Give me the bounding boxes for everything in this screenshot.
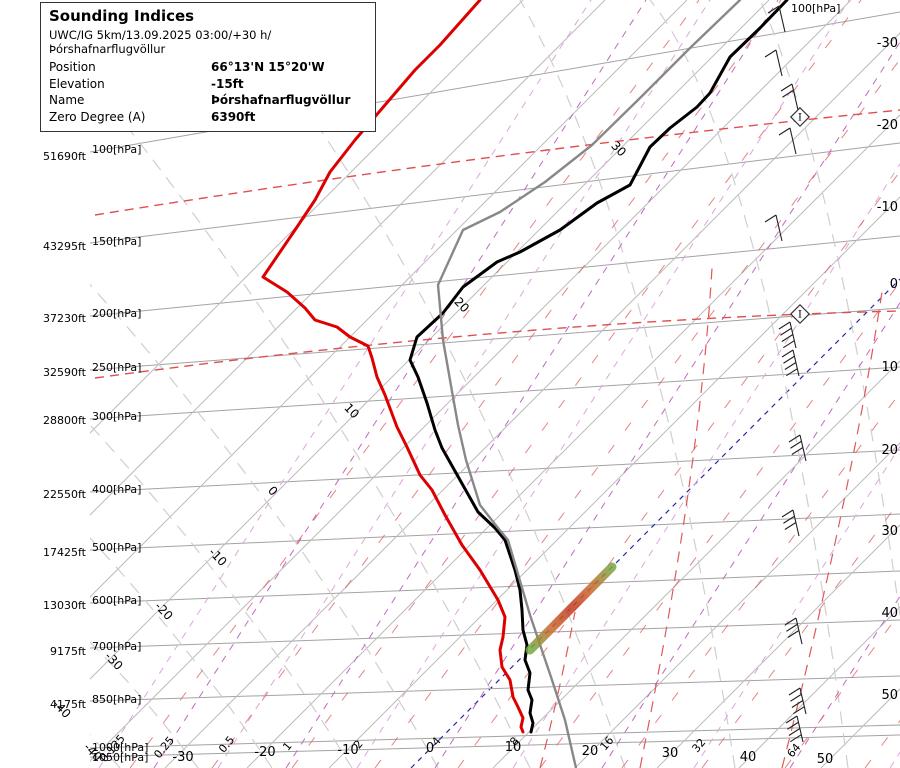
temperature-tick-label-bottom: -10 xyxy=(337,743,359,758)
level-marker-icon xyxy=(789,106,811,128)
temperature-tick-label-right: 30 xyxy=(881,524,898,539)
temperature-tick-label-right: 10 xyxy=(881,360,898,375)
temperature-tick-label-bottom: 50 xyxy=(816,752,834,767)
temperature-tick-label-bottom: -20 xyxy=(254,745,276,760)
wind-barb-icon xyxy=(781,509,800,537)
pressure-tick-label: 850[hPa] xyxy=(92,693,142,706)
wind-barb-icon xyxy=(778,127,797,155)
temperature-tick-label-right: 0 xyxy=(889,277,898,292)
pressure-tick-label: 1050[hPa] xyxy=(92,751,149,764)
info-value: -15ft xyxy=(211,76,244,91)
altitude-tick-label: 32590ft xyxy=(43,366,86,379)
highlight-layer-segment xyxy=(525,562,617,655)
wind-barb-icon xyxy=(764,214,783,242)
altitude-tick-label: 43295ft xyxy=(43,240,86,253)
altitude-tick-label: 4175ft xyxy=(50,698,86,711)
sounding-indices-panel: Sounding Indices UWC/IG 5km/13.09.2025 0… xyxy=(40,2,376,132)
info-row-zero-degree: Zero Degree (A) 6390ft xyxy=(49,109,367,126)
temperature-tick-label-right: 40 xyxy=(881,606,898,621)
altitude-tick-label: 28800ft xyxy=(43,414,86,427)
temperature-tick-label-right: 20 xyxy=(881,443,898,458)
sounding-curves xyxy=(261,0,789,768)
wind-barb-icon xyxy=(785,715,804,743)
temperature-tick-label-bottom: 40 xyxy=(739,750,757,765)
temperature-tick-label-right: -20 xyxy=(876,118,898,133)
panel-subtitle: UWC/IG 5km/13.09.2025 03:00/+30 h/Þórsha… xyxy=(49,28,272,56)
level-marker-glyph: I xyxy=(798,113,802,124)
info-label: Name xyxy=(49,93,85,107)
wind-barb-icon xyxy=(784,617,803,645)
info-row-position: Position 66°13'N 15°20'W xyxy=(49,59,367,76)
temperature-tick-label-bottom: -30 xyxy=(172,750,194,765)
pressure-tick-label: 300[hPa] xyxy=(92,410,142,423)
info-label: Zero Degree (A) xyxy=(49,109,146,124)
wind-barb-icon xyxy=(788,687,807,715)
pressure-tick-label: 500[hPa] xyxy=(92,541,142,554)
level-marker-icon xyxy=(789,303,811,325)
temperature-tick-label-bottom: 30 xyxy=(661,746,679,761)
pressure-tick-label: 400[hPa] xyxy=(92,483,142,496)
temperature-tick-label-bottom: 10 xyxy=(504,740,522,755)
pressure-tick-label: 200[hPa] xyxy=(92,307,142,320)
wind-barb-icon xyxy=(767,5,786,33)
pressure-tick-label: 250[hPa] xyxy=(92,361,142,374)
info-label: Position xyxy=(49,60,96,74)
info-row-elevation: Elevation -15ft xyxy=(49,76,367,93)
pressure-tick-label: 700[hPa] xyxy=(92,640,142,653)
pressure-label-top-right: 100[hPa] xyxy=(791,2,841,15)
temperature-tick-label-right: 50 xyxy=(881,688,898,703)
info-value: 66°13'N 15°20'W xyxy=(211,60,325,74)
pressure-tick-label: 100[hPa] xyxy=(92,143,142,156)
wind-barb-icon xyxy=(778,321,797,349)
temperature-tick-label-bottom: 0 xyxy=(425,741,435,756)
altitude-tick-label: 13030ft xyxy=(43,599,86,612)
wind-barb-icon xyxy=(781,349,800,377)
temperature-tick-label-bottom: 20 xyxy=(581,744,599,759)
level-marker-glyph: I xyxy=(798,310,802,321)
info-label: Elevation xyxy=(49,76,105,91)
wind-barb-icon xyxy=(788,434,807,462)
altitude-tick-label: 22550ft xyxy=(43,488,86,501)
temperature-tick-label-right: -10 xyxy=(876,200,898,215)
wind-barb-icon xyxy=(780,83,799,111)
panel-title: Sounding Indices xyxy=(49,7,195,25)
pressure-tick-label: 600[hPa] xyxy=(92,594,142,607)
altitude-tick-label: 37230ft xyxy=(43,312,86,325)
info-value: 6390ft xyxy=(211,109,256,124)
altitude-tick-label: 17425ft xyxy=(43,546,86,559)
altitude-tick-label: 51690ft xyxy=(43,150,86,163)
pressure-tick-label: 1000[hPa] xyxy=(92,741,149,754)
info-row-name: Name Þórshafnarflugvöllur xyxy=(49,92,367,109)
wind-barb-column: II xyxy=(764,5,811,743)
wind-barb-icon xyxy=(764,49,783,77)
altitude-tick-label: 9175ft xyxy=(50,645,86,658)
info-value: Þórshafnarflugvöllur xyxy=(211,93,351,107)
pressure-tick-label: 150[hPa] xyxy=(92,235,142,248)
temperature-tick-label-right: -30 xyxy=(876,36,898,51)
